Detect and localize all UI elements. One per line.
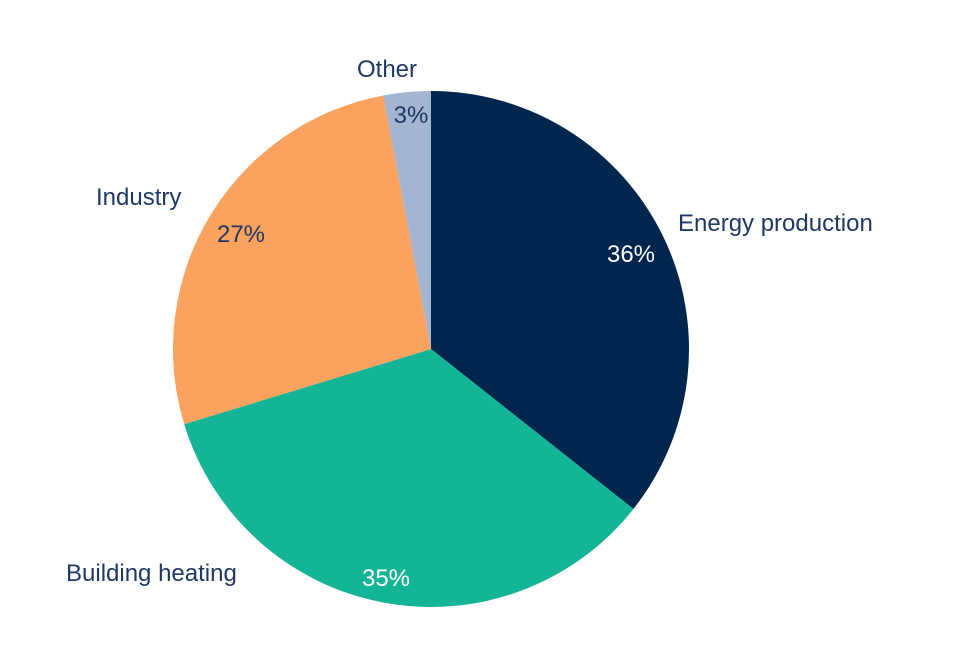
slice-label-building-heating: 35% (362, 565, 410, 592)
slice-building-heating (184, 349, 634, 607)
category-label-energy-production: Energy production (678, 210, 873, 237)
slice-energy-production (431, 91, 689, 509)
slice-label-energy-production: 36% (607, 241, 655, 268)
slice-label-industry: 27% (217, 221, 265, 248)
slice-label-other: 3% (394, 102, 429, 129)
pie-slices (173, 91, 689, 607)
category-label-building-heating: Building heating (66, 560, 237, 587)
slice-industry (173, 95, 431, 425)
category-label-other: Other (357, 56, 417, 83)
category-label-industry: Industry (96, 184, 181, 211)
slice-other (383, 91, 431, 349)
